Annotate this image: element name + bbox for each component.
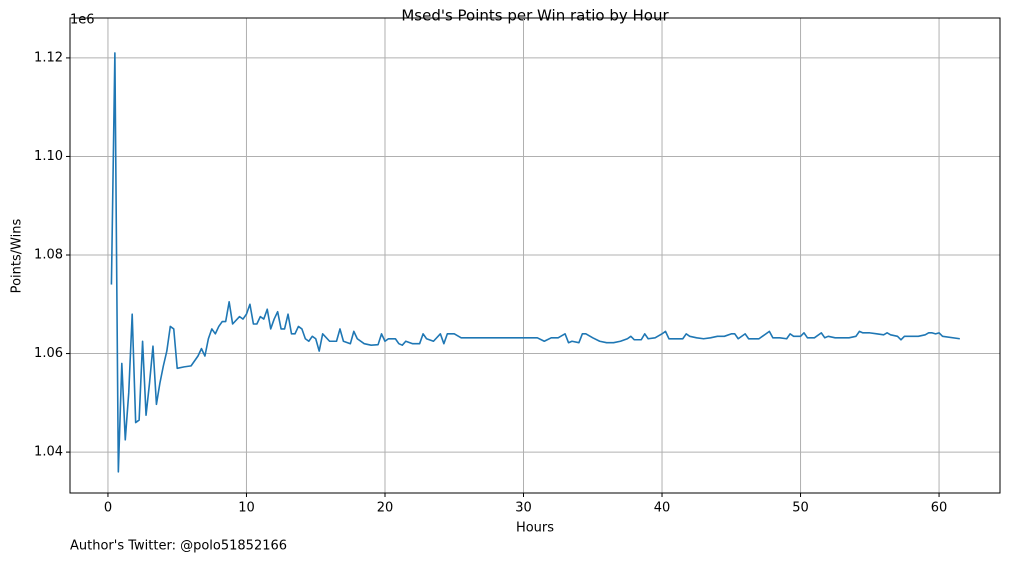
- x-tick-label: 20: [377, 501, 394, 516]
- y-tick-label: 1.04: [34, 445, 63, 460]
- y-tick-label: 1.08: [34, 248, 63, 263]
- x-tick-label: 50: [792, 501, 809, 516]
- x-axis-label: Hours: [516, 521, 554, 536]
- x-tick-label: 40: [654, 501, 671, 516]
- x-tick-label: 10: [238, 501, 255, 516]
- data-line: [110, 52, 960, 473]
- x-tick-label: 30: [515, 501, 532, 516]
- footer: Author's Twitter: @polo51852166: [70, 539, 287, 554]
- y-tick-label: 1.12: [34, 50, 63, 65]
- y-tick-label: 1.06: [34, 346, 63, 361]
- x-tick-label: 60: [931, 501, 948, 516]
- y-offset-label: 1e6: [70, 13, 95, 28]
- chart-title: Msed's Points per Win ratio by Hour: [401, 7, 669, 25]
- x-tick-label: 0: [104, 501, 112, 516]
- plot-frame: [69, 17, 1001, 494]
- y-axis-label: Points/Wins: [10, 218, 25, 293]
- y-tick-label: 1.10: [34, 149, 63, 164]
